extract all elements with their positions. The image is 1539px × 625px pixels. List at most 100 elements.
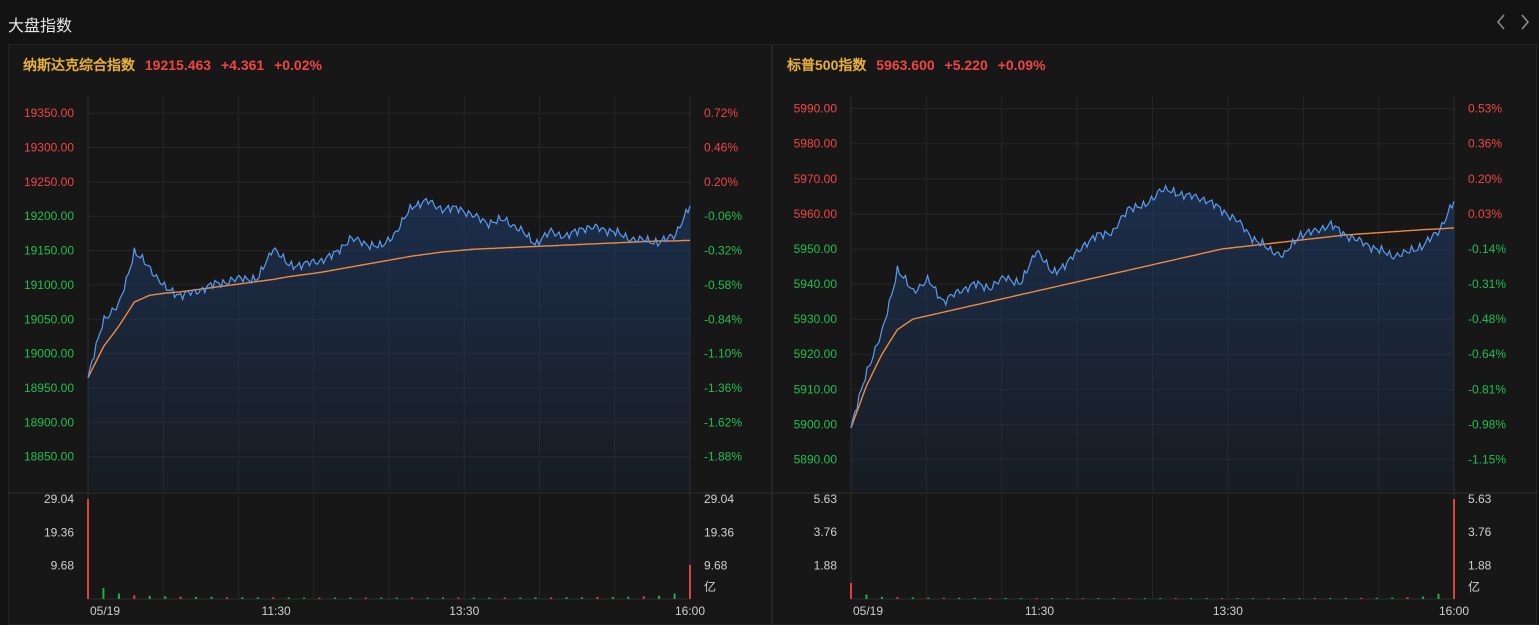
x-tick-label: 13:30 xyxy=(1213,604,1243,618)
volume-bar xyxy=(550,597,553,599)
x-tick-label: 05/19 xyxy=(90,604,120,618)
y-tick-label-price: 5970.00 xyxy=(794,172,838,186)
y-tick-label-price: 5960.00 xyxy=(794,207,838,221)
y-tick-label-price: 19300.00 xyxy=(24,141,74,155)
volume-bar xyxy=(117,593,120,599)
volume-bar xyxy=(395,597,398,599)
y-tick-label-price: 5900.00 xyxy=(794,417,838,431)
volume-bar xyxy=(565,597,568,599)
volume-bar xyxy=(1081,598,1084,599)
volume-bar xyxy=(927,597,930,599)
y-tick-label-percent: 0.20% xyxy=(704,175,738,189)
volume-tick-label: 19.36 xyxy=(44,525,74,539)
y-tick-label-percent: -0.48% xyxy=(1468,312,1506,326)
y-tick-label-price: 5940.00 xyxy=(794,277,838,291)
volume-bar xyxy=(503,597,506,599)
volume-bar xyxy=(1236,598,1239,599)
y-tick-label-percent: -0.06% xyxy=(704,209,742,223)
intraday-chart[interactable]: 5990.00 0.53% 5980.00 0.36% 5970.00 0.20% 5960… xyxy=(773,45,1538,624)
y-tick-label-price: 5950.00 xyxy=(794,242,838,256)
volume-tick-label: 3.76 xyxy=(1468,525,1492,539)
y-tick-label-percent: -0.64% xyxy=(1468,347,1506,361)
y-tick-label-percent: -1.88% xyxy=(704,450,742,464)
panel-title: 标普500指数 5963.600 +5.220 +0.09% xyxy=(787,55,1046,75)
volume-tick-label: 29.04 xyxy=(44,492,74,506)
index-price: 5963.600 xyxy=(876,57,935,73)
volume-unit-label: 亿 xyxy=(704,579,716,594)
y-tick-label-price: 19050.00 xyxy=(24,312,74,326)
volume-bar xyxy=(241,597,244,599)
chevron-left-icon[interactable] xyxy=(1493,10,1509,34)
y-tick-label-price: 5910.00 xyxy=(794,382,838,396)
y-tick-label-percent: 0.46% xyxy=(704,141,738,155)
volume-bar xyxy=(272,597,275,599)
volume-bar xyxy=(1453,499,1455,599)
volume-bar xyxy=(179,596,182,599)
volume-tick-label: 1.88 xyxy=(1468,559,1492,573)
index-panel-nasdaq[interactable]: 纳斯达克综合指数 19215.463 +4.361 +0.02% 19350.0… xyxy=(8,44,773,625)
index-panel-sp500[interactable]: 标普500指数 5963.600 +5.220 +0.09% 5990.00 0.… xyxy=(772,44,1538,625)
y-tick-label-price: 18900.00 xyxy=(24,415,74,429)
volume-bar xyxy=(195,596,198,599)
volume-bar xyxy=(457,597,460,599)
panel-title: 纳斯达克综合指数 19215.463 +4.361 +0.02% xyxy=(23,55,322,75)
volume-bar xyxy=(426,597,429,599)
y-tick-label-percent: -1.15% xyxy=(1468,452,1506,466)
average-price-line xyxy=(87,239,691,379)
y-tick-label-percent: 0.53% xyxy=(1468,102,1502,116)
volume-bar xyxy=(973,597,976,599)
y-tick-label-percent: -0.14% xyxy=(1468,242,1506,256)
volume-bar xyxy=(989,597,992,599)
volume-bar xyxy=(334,597,336,599)
price-line xyxy=(850,184,1455,429)
volume-bar xyxy=(210,596,213,599)
y-tick-label-percent: -0.31% xyxy=(1468,277,1506,291)
volume-bar xyxy=(1205,598,1208,599)
volume-bar xyxy=(1159,598,1162,599)
volume-bar xyxy=(1252,598,1254,599)
volume-bar xyxy=(911,597,914,599)
y-tick-label-price: 19100.00 xyxy=(24,278,74,292)
price-area xyxy=(88,198,690,491)
y-tick-label-percent: -1.10% xyxy=(704,347,742,361)
volume-tick-label: 19.36 xyxy=(704,525,734,539)
volume-tick-label: 9.68 xyxy=(51,559,75,573)
volume-bar xyxy=(225,597,228,599)
y-tick-label-percent: 0.03% xyxy=(1468,207,1502,221)
volume-bar xyxy=(1174,598,1177,599)
volume-bar xyxy=(1298,598,1301,599)
volume-bar xyxy=(380,597,383,599)
volume-bar xyxy=(318,597,321,599)
volume-bar xyxy=(1143,598,1146,599)
volume-tick-label: 1.88 xyxy=(814,559,838,573)
chevron-right-icon[interactable] xyxy=(1517,10,1533,34)
intraday-chart[interactable]: 19350.00 0.72% 19300.00 0.46% 19250.00 0.20% 1… xyxy=(9,45,773,624)
volume-bar xyxy=(611,596,614,599)
index-change: +4.361 xyxy=(220,57,265,73)
y-tick-label-price: 19200.00 xyxy=(24,209,74,223)
volume-bar xyxy=(1313,597,1316,599)
volume-bar xyxy=(689,564,691,599)
volume-bar xyxy=(1437,593,1440,599)
y-tick-label-percent: 0.20% xyxy=(1468,172,1502,186)
volume-tick-label: 9.68 xyxy=(704,559,728,573)
volume-bar xyxy=(472,597,475,599)
volume-bar xyxy=(349,597,352,599)
volume-tick-label: 3.76 xyxy=(814,525,838,539)
index-change-pct: +0.02% xyxy=(274,57,322,73)
y-tick-label-price: 5980.00 xyxy=(794,137,838,151)
y-tick-label-price: 5990.00 xyxy=(794,102,838,116)
volume-bar xyxy=(1190,598,1193,599)
volume-bar xyxy=(1066,598,1069,599)
price-area xyxy=(851,185,1454,491)
price-line xyxy=(87,197,691,378)
y-tick-label-percent: 0.72% xyxy=(704,106,738,120)
x-tick-label: 11:30 xyxy=(262,604,291,618)
volume-tick-label: 5.63 xyxy=(1468,492,1492,506)
volume-tick-label: 5.63 xyxy=(814,492,838,506)
y-tick-label-percent: -0.58% xyxy=(704,278,742,292)
y-tick-label-percent: 0.36% xyxy=(1468,137,1502,151)
index-change-pct: +0.09% xyxy=(997,57,1046,73)
index-change: +5.220 xyxy=(944,57,988,73)
volume-bar xyxy=(256,597,259,599)
